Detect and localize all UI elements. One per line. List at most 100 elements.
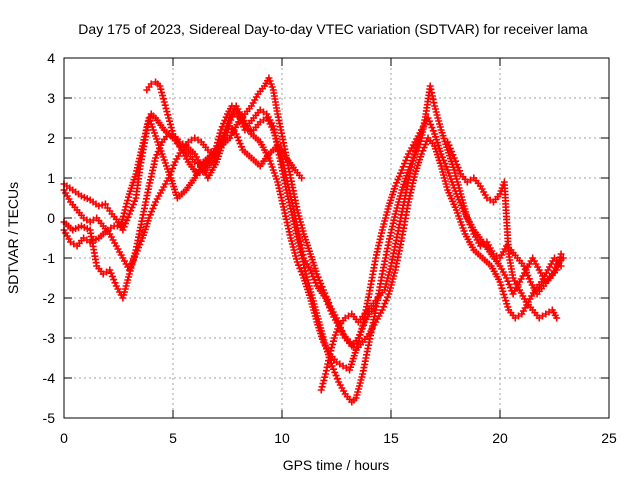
data-point xyxy=(328,362,336,370)
y-tick-label: -5 xyxy=(43,410,56,426)
data-marks xyxy=(60,74,567,406)
data-point xyxy=(135,244,143,252)
data-point xyxy=(506,284,514,292)
data-point xyxy=(445,141,453,149)
data-point xyxy=(155,144,163,152)
data-point xyxy=(441,160,449,168)
data-point xyxy=(382,296,390,304)
data-point xyxy=(437,150,445,158)
data-point xyxy=(119,212,127,220)
data-point xyxy=(167,124,175,132)
data-point xyxy=(170,161,178,169)
data-point xyxy=(329,365,337,373)
data-point xyxy=(165,114,173,122)
series xyxy=(143,78,306,182)
data-point xyxy=(557,250,565,258)
x-axis-label: GPS time / hours xyxy=(283,457,390,473)
data-point xyxy=(125,193,133,201)
data-point xyxy=(338,327,346,335)
data-point xyxy=(312,279,320,287)
data-point xyxy=(465,217,473,225)
data-point xyxy=(329,337,337,345)
data-point xyxy=(220,135,228,143)
data-point xyxy=(120,209,128,217)
data-point xyxy=(166,117,174,125)
data-point xyxy=(136,240,144,248)
y-tick-label: -3 xyxy=(43,330,56,346)
y-tick-label: 2 xyxy=(47,130,55,146)
data-point xyxy=(520,262,528,270)
data-point xyxy=(306,266,314,274)
data-point xyxy=(442,163,450,171)
data-point xyxy=(157,141,165,149)
data-point xyxy=(158,88,166,96)
data-point xyxy=(418,126,426,134)
x-axis: 0 5 10 15 20 25 xyxy=(60,58,617,446)
data-point xyxy=(317,280,325,288)
series xyxy=(60,74,565,354)
data-point xyxy=(319,380,327,388)
x-tick-label: 10 xyxy=(274,430,290,446)
data-point xyxy=(402,156,410,164)
data-point xyxy=(146,211,154,219)
data-point xyxy=(454,164,462,172)
data-point xyxy=(298,174,306,182)
data-point xyxy=(137,237,145,245)
data-point xyxy=(95,202,103,210)
data-point xyxy=(101,200,109,208)
data-point xyxy=(403,153,411,161)
data-point xyxy=(524,272,532,280)
data-point xyxy=(145,214,153,222)
y-tick-label: -2 xyxy=(43,290,56,306)
data-point xyxy=(166,120,174,128)
data-point xyxy=(147,80,155,88)
data-point xyxy=(421,140,429,148)
data-point xyxy=(119,226,127,234)
data-point xyxy=(384,293,392,301)
data-point xyxy=(236,140,244,148)
x-tick-label: 0 xyxy=(60,430,68,446)
data-point xyxy=(413,142,421,150)
data-point xyxy=(160,98,168,106)
data-point xyxy=(553,266,561,274)
data-point xyxy=(156,82,164,90)
data-point xyxy=(169,164,177,172)
data-point xyxy=(504,277,512,285)
data-point xyxy=(118,216,126,224)
data-point xyxy=(395,172,403,180)
data-point xyxy=(327,347,335,355)
data-point xyxy=(448,148,456,156)
data-point xyxy=(378,306,386,314)
data-point xyxy=(168,127,176,135)
data-point xyxy=(133,247,141,255)
data-point xyxy=(111,279,119,287)
data-point xyxy=(222,132,230,140)
data-point xyxy=(427,120,435,128)
data-point xyxy=(234,133,242,141)
data-point xyxy=(127,263,135,271)
data-point xyxy=(415,136,423,144)
data-point xyxy=(313,270,321,278)
data-point xyxy=(452,157,460,165)
data-point xyxy=(505,280,513,288)
data-point xyxy=(167,168,175,176)
data-point xyxy=(161,101,169,109)
data-point xyxy=(318,283,326,291)
chart-title: Day 175 of 2023, Sidereal Day-to-day VTE… xyxy=(78,21,588,37)
data-point xyxy=(467,224,475,232)
data-point xyxy=(232,130,240,138)
data-point xyxy=(326,350,334,358)
data-point xyxy=(317,386,325,394)
data-point xyxy=(106,266,114,274)
data-point xyxy=(149,204,157,212)
series xyxy=(317,126,426,394)
y-tick-label: 1 xyxy=(47,170,55,186)
data-point xyxy=(309,272,317,280)
data-point xyxy=(159,92,167,100)
series xyxy=(444,138,561,322)
data-point xyxy=(469,227,477,235)
data-point xyxy=(128,204,136,212)
data-point xyxy=(525,275,533,283)
data-point xyxy=(331,368,339,376)
y-tick-label: -1 xyxy=(43,250,56,266)
